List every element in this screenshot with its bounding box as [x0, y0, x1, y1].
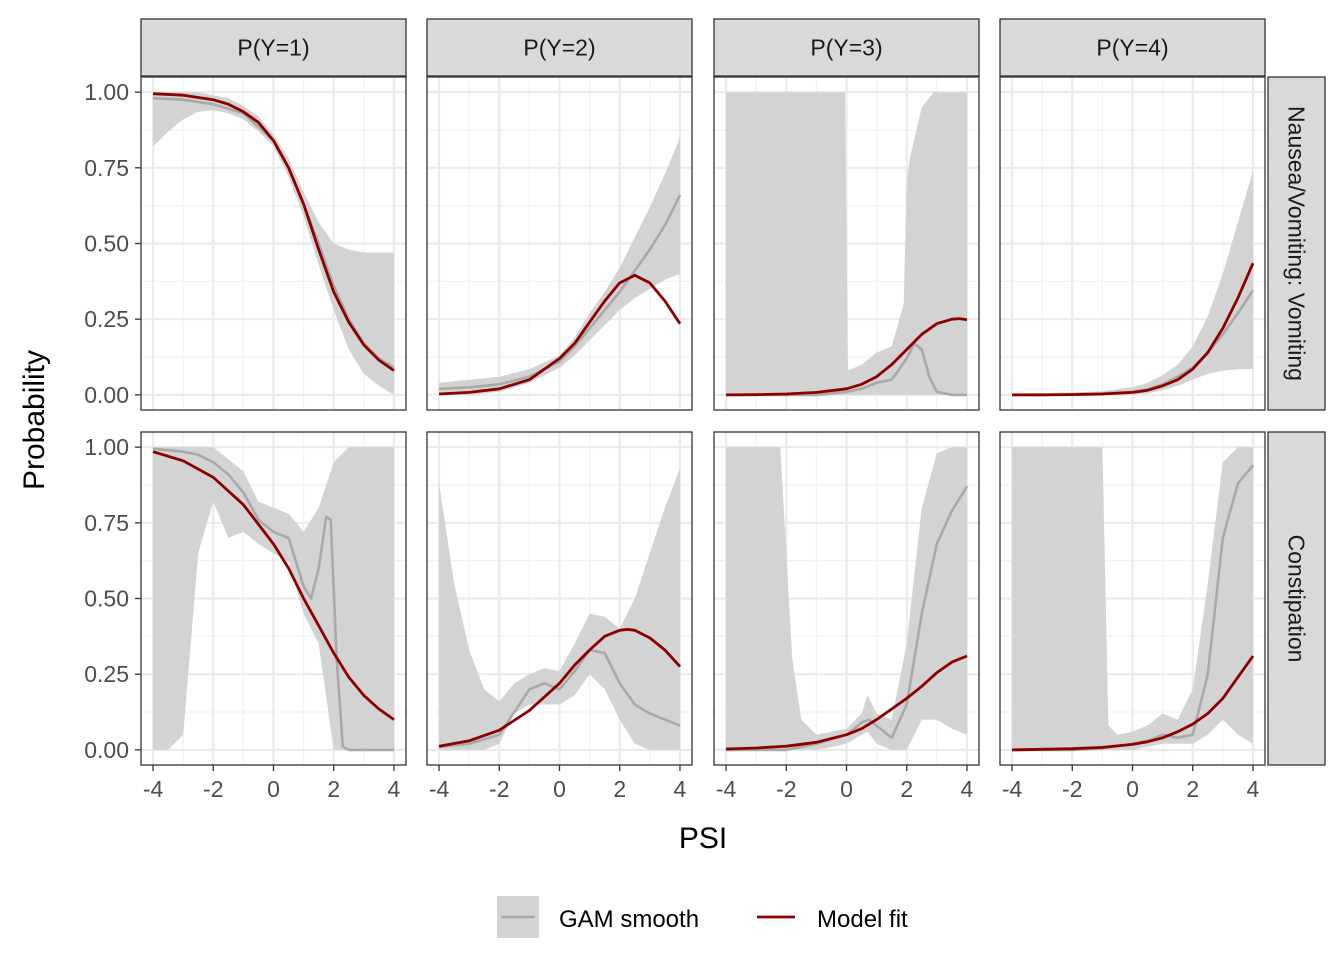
x-tick-label: 0: [267, 776, 280, 802]
x-tick-label: -4: [716, 776, 737, 802]
y-tick-label: 0.00: [84, 737, 129, 763]
y-tick-label: 1.00: [84, 434, 129, 460]
panel-border: [999, 76, 1266, 411]
gam-confidence-band: [153, 447, 394, 750]
x-axis-title: PSI: [679, 822, 727, 855]
legend-label-model: Model fit: [817, 906, 908, 933]
y-tick-label: 0.25: [84, 306, 129, 332]
model-fit-line: [152, 450, 395, 721]
panel: [140, 76, 407, 411]
y-tick-label: 0.00: [84, 382, 129, 408]
x-tick-label: -2: [203, 776, 223, 802]
row-strip-label-group: Constipation: [1284, 535, 1310, 663]
panel-border: [426, 76, 693, 411]
column-strip: [140, 18, 407, 77]
panel: [713, 76, 980, 411]
x-tick-label: -4: [429, 776, 450, 802]
x-tick-label: 4: [388, 776, 401, 802]
panel: [713, 431, 980, 766]
x-tick-label: -2: [1062, 776, 1082, 802]
gam-smooth-line: [438, 194, 682, 391]
row-strip-label: Nausea/Vomiting: Vomiting: [1284, 106, 1310, 381]
y-tick-label: 0.25: [84, 661, 129, 687]
gam-smooth-line: [726, 342, 967, 397]
y-axis-title: Probability: [18, 350, 51, 490]
x-tick-label: 2: [327, 776, 340, 802]
model-fit-line: [152, 92, 395, 372]
model-fit-line: [438, 273, 682, 396]
panel: [999, 431, 1266, 766]
model-fit-line: [725, 317, 968, 397]
x-tick-label: 2: [613, 776, 626, 802]
row-strip: [1267, 76, 1326, 411]
y-tick-label: 0.75: [84, 155, 129, 181]
x-tick-label: 0: [1126, 776, 1139, 802]
column-strip-label: P(Y=2): [523, 35, 595, 61]
y-tick-label: 0.75: [84, 510, 129, 536]
model-fit-line: [1011, 655, 1255, 752]
x-tick-label: 2: [1186, 776, 1199, 802]
model-fit-line: [438, 628, 682, 748]
column-strip-label: P(Y=3): [810, 35, 882, 61]
panel: [426, 431, 693, 766]
model-fit-line: [725, 654, 968, 751]
x-tick-label: 4: [674, 776, 687, 802]
column-strip: [426, 18, 693, 77]
gam-confidence-band: [726, 92, 967, 395]
y-tick-label: 0.50: [84, 231, 129, 257]
row-strip-label-group: Nausea/Vomiting: Vomiting: [1284, 106, 1310, 381]
column-strip-label: P(Y=4): [1096, 35, 1168, 61]
panel-border: [713, 76, 980, 411]
panel: [999, 76, 1266, 411]
gam-confidence-band: [726, 447, 967, 750]
panel: [140, 431, 407, 766]
x-tick-label: -4: [1002, 776, 1023, 802]
gam-confidence-band: [1012, 447, 1253, 750]
gam-confidence-band: [439, 137, 680, 395]
column-strip: [999, 18, 1266, 77]
y-tick-label: 1.00: [84, 79, 129, 105]
column-strip: [713, 18, 980, 77]
y-tick-label: 0.50: [84, 586, 129, 612]
legend: GAM smooth Model fit: [497, 896, 908, 938]
panel: [426, 76, 693, 411]
model-fit-line: [1012, 262, 1255, 397]
gam-confidence-band: [153, 92, 394, 395]
x-tick-label: 0: [840, 776, 853, 802]
legend-label-gam: GAM smooth: [559, 906, 699, 933]
x-tick-label: -2: [489, 776, 509, 802]
gam-smooth-line: [152, 447, 394, 752]
column-strip-label: P(Y=1): [237, 35, 309, 61]
x-tick-label: -2: [776, 776, 796, 802]
x-tick-label: 4: [961, 776, 974, 802]
x-tick-label: 0: [553, 776, 566, 802]
x-tick-label: -4: [143, 776, 164, 802]
gam-confidence-band: [439, 468, 680, 750]
x-tick-label: 4: [1247, 776, 1260, 802]
x-tick-label: 2: [900, 776, 913, 802]
row-strip-label: Constipation: [1284, 535, 1310, 663]
row-strip: [1267, 431, 1326, 766]
